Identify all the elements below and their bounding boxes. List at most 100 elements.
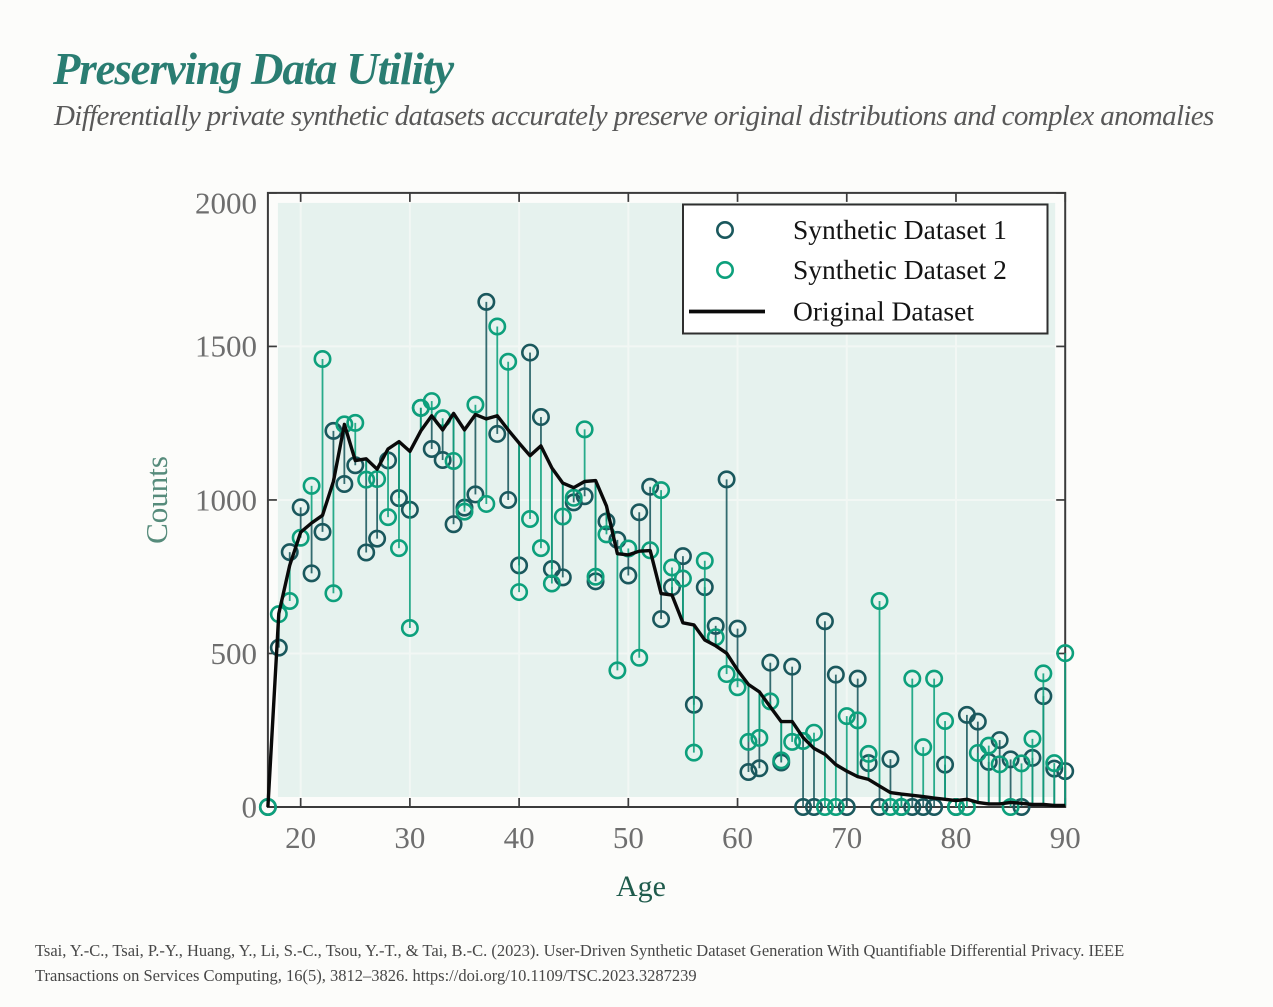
data-point-marker bbox=[499, 490, 518, 509]
data-point-marker bbox=[608, 661, 627, 680]
data-point-marker bbox=[837, 797, 856, 816]
data-point-marker bbox=[848, 669, 867, 688]
data-point-marker bbox=[750, 759, 769, 778]
data-point-marker bbox=[1034, 664, 1053, 683]
data-point-marker bbox=[455, 502, 474, 521]
y-tick-label: 1000 bbox=[195, 482, 257, 517]
data-point-marker bbox=[531, 539, 550, 558]
data-point-marker bbox=[335, 474, 354, 493]
data-point-marker bbox=[564, 488, 583, 507]
data-point-marker bbox=[739, 732, 758, 751]
data-point-marker bbox=[728, 619, 747, 638]
data-point-marker bbox=[302, 476, 321, 495]
data-point-marker bbox=[979, 736, 998, 755]
series-2-points bbox=[258, 317, 1075, 816]
legend-label-1: Synthetic Dataset 1 bbox=[793, 214, 1007, 245]
data-point-marker bbox=[379, 508, 398, 527]
y-tick-label: 500 bbox=[211, 636, 258, 671]
data-point-marker bbox=[903, 797, 922, 816]
data-point-marker bbox=[488, 424, 507, 443]
data-point-marker bbox=[1023, 729, 1042, 748]
legend-label-2: Synthetic Dataset 2 bbox=[793, 254, 1007, 285]
data-point-marker bbox=[870, 797, 889, 816]
legend-marker-2 bbox=[715, 260, 734, 279]
data-point-marker bbox=[750, 728, 769, 747]
data-point-marker bbox=[870, 591, 889, 610]
original-dataset-line bbox=[266, 411, 1066, 808]
data-point-marker bbox=[881, 750, 900, 769]
data-point-marker bbox=[695, 551, 714, 570]
data-point-marker bbox=[892, 797, 911, 816]
data-point-marker bbox=[630, 648, 649, 667]
data-point-marker bbox=[630, 503, 649, 522]
data-point-marker bbox=[739, 762, 758, 781]
data-point-marker bbox=[652, 481, 671, 500]
citation-text: Tsai, Y.-C., Tsai, P.-Y., Huang, Y., Li,… bbox=[35, 941, 1125, 985]
data-point-marker bbox=[510, 583, 529, 602]
data-point-marker bbox=[368, 470, 387, 489]
data-point-marker bbox=[804, 797, 823, 816]
data-point-marker bbox=[357, 543, 376, 562]
data-point-marker bbox=[488, 317, 507, 336]
x-tick-label: 60 bbox=[722, 820, 753, 855]
x-tick-label: 30 bbox=[394, 820, 425, 855]
data-point-marker bbox=[1001, 750, 1020, 769]
data-point-marker bbox=[652, 610, 671, 629]
data-point-marker bbox=[422, 439, 441, 458]
data-point-marker bbox=[968, 712, 987, 731]
data-point-marker bbox=[422, 392, 441, 411]
data-point-marker bbox=[575, 420, 594, 439]
data-point-marker bbox=[848, 711, 867, 730]
legend-label-3: Original Dataset bbox=[793, 296, 974, 327]
y-tick-label: 0 bbox=[242, 789, 258, 824]
data-point-marker bbox=[859, 744, 878, 763]
x-axis-label: Age bbox=[616, 870, 666, 903]
data-point-marker bbox=[826, 797, 845, 816]
data-point-marker bbox=[313, 350, 332, 369]
gridlines bbox=[277, 202, 1056, 797]
data-point-marker bbox=[586, 567, 605, 586]
data-point-marker bbox=[914, 797, 933, 816]
data-point-marker bbox=[706, 616, 725, 635]
data-point-marker bbox=[1045, 754, 1064, 773]
data-point-marker bbox=[444, 451, 463, 470]
data-point-marker bbox=[684, 743, 703, 762]
data-point-marker bbox=[400, 618, 419, 637]
data-point-marker bbox=[815, 797, 834, 816]
data-point-marker bbox=[531, 408, 550, 427]
data-point-marker bbox=[1056, 644, 1075, 663]
data-point-marker bbox=[619, 566, 638, 585]
data-point-marker bbox=[663, 558, 682, 577]
data-point-marker bbox=[575, 487, 594, 506]
data-point-marker bbox=[815, 612, 834, 631]
data-point-marker bbox=[368, 529, 387, 548]
data-point-marker bbox=[302, 564, 321, 583]
legend-marker-1 bbox=[715, 221, 734, 240]
data-point-marker bbox=[313, 522, 332, 541]
data-point-marker bbox=[389, 539, 408, 558]
data-point-marker bbox=[936, 712, 955, 731]
x-tick-label: 40 bbox=[504, 820, 535, 855]
data-point-marker bbox=[914, 738, 933, 757]
data-point-marker bbox=[925, 669, 944, 688]
data-point-marker bbox=[477, 494, 496, 513]
data-point-marker bbox=[466, 485, 485, 504]
data-point-marker bbox=[466, 395, 485, 414]
x-tick-label: 70 bbox=[831, 820, 862, 855]
data-point-marker bbox=[794, 797, 813, 816]
data-point-marker bbox=[1012, 754, 1031, 773]
data-point-marker bbox=[804, 723, 823, 742]
data-point-marker bbox=[444, 515, 463, 534]
data-point-marker bbox=[357, 470, 376, 489]
data-point-marker bbox=[761, 653, 780, 672]
data-point-marker bbox=[291, 498, 310, 517]
x-tick-label: 80 bbox=[940, 820, 971, 855]
data-point-marker bbox=[641, 477, 660, 496]
y-tick-label: 2000 bbox=[195, 185, 257, 220]
y-tick-label: 1500 bbox=[195, 329, 257, 364]
data-point-marker bbox=[477, 292, 496, 311]
x-tick-label: 90 bbox=[1050, 820, 1081, 855]
y-axis-label: Counts bbox=[139, 456, 174, 544]
page-title: Preserving Data Utility bbox=[53, 44, 454, 94]
